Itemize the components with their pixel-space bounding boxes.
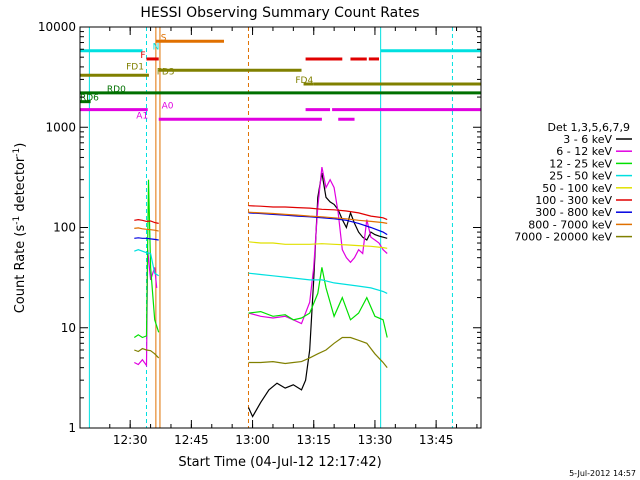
x-tick-label-2: 13:00 <box>235 433 270 447</box>
legend-label-0: 3 - 6 keV <box>563 133 612 146</box>
flag-label-f: F <box>140 51 145 61</box>
legend-label-6: 300 - 800 keV <box>535 206 612 219</box>
series-5-segment-0 <box>134 218 159 224</box>
series-3-segment-1 <box>248 272 388 294</box>
flag-label-a0: A0 <box>162 102 174 112</box>
legend-label-2: 12 - 25 keV <box>549 157 612 170</box>
series-6-segment-1 <box>248 212 388 236</box>
chart-title: HESSI Observing Summary Count Rates <box>140 5 419 21</box>
x-tick-label-0: 12:30 <box>113 433 148 447</box>
y-tick-label-2: 100 <box>53 221 76 235</box>
legend-label-1: 6 - 12 keV <box>556 145 612 158</box>
flag-label-s: S <box>161 33 167 43</box>
series-2-segment-1 <box>248 267 388 338</box>
flag-label-rd0: RD0 <box>107 85 126 95</box>
y-axis-label-part: detector <box>13 156 28 216</box>
series-5-segment-1 <box>248 205 388 221</box>
legend-label-4: 50 - 100 keV <box>542 182 612 195</box>
flag-label-fd1: FD1 <box>126 62 144 72</box>
flag-label-rd6: RD6 <box>80 94 99 104</box>
legend-label-5: 100 - 300 keV <box>535 194 612 207</box>
legend-label-3: 25 - 50 keV <box>549 170 612 183</box>
y-tick-label-4: 10000 <box>38 20 76 34</box>
y-axis-label-exponent: -1 <box>12 148 22 157</box>
x-tick-label-4: 13:30 <box>358 433 393 447</box>
flag-label-fd3: FD3 <box>157 67 175 77</box>
x-tick-label-5: 13:45 <box>419 433 454 447</box>
series-7-segment-0 <box>134 227 159 232</box>
y-tick-label-1: 10 <box>61 321 76 335</box>
y-axis-label: Count Rate (s-1 detector-1) <box>12 143 28 314</box>
series-3-segment-0 <box>134 249 160 277</box>
footer-timestamp: 5-Jul-2012 14:57 <box>569 469 636 478</box>
x-tick-label-1: 12:45 <box>174 433 209 447</box>
series-2-segment-0 <box>133 179 160 339</box>
y-axis-label-part: Count Rate (s <box>13 225 28 314</box>
series-0-segment-1 <box>247 172 388 418</box>
flag-label-a1: A1 <box>136 111 148 121</box>
legend-label-7: 800 - 7000 keV <box>528 218 612 231</box>
series-8-segment-0 <box>134 347 160 359</box>
series-8-segment-1 <box>248 336 388 368</box>
y-axis-label-exponent: -1 <box>12 216 22 225</box>
flag-label-fd4: FD4 <box>295 76 313 86</box>
y-tick-label-3: 1000 <box>45 120 76 134</box>
legend-header: Det 1,3,5,6,7,9 <box>547 121 630 134</box>
series-6-segment-0 <box>134 237 159 241</box>
y-axis-label-part: ) <box>13 143 28 148</box>
y-tick-label-0: 1 <box>68 421 76 435</box>
series-4-segment-0 <box>248 241 388 249</box>
series-1-segment-1 <box>248 166 388 325</box>
axes: 12:30 12:45 13:00 13:15 13:30 13:45 1 10 100 1000… <box>38 20 481 447</box>
flag-label-n: N <box>153 43 160 53</box>
series-7-segment-1 <box>248 211 388 224</box>
x-tick-label-3: 13:15 <box>296 433 331 447</box>
legend-label-8: 7000 - 20000 keV <box>514 231 612 244</box>
x-axis-label: Start Time (04-Jul-12 12:17:42) <box>178 455 381 470</box>
